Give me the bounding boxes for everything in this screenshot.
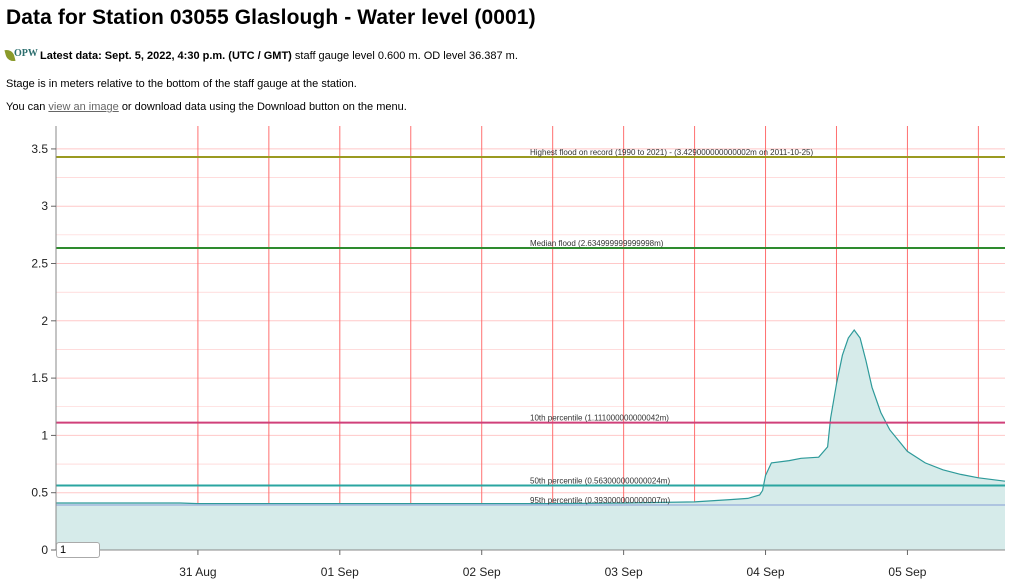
y-tick-label: 0.5 [31, 486, 48, 500]
reference-label-highest: Highest flood on record (1990 to 2021) -… [530, 148, 813, 157]
y-tick-label: 1.5 [31, 371, 48, 385]
latest-data-line: OPW Latest data: Sept. 5, 2022, 4:30 p.m… [4, 48, 518, 64]
image-note-prefix: You can [6, 101, 46, 113]
x-tick-label: 04 Sep [747, 565, 785, 579]
x-tick-label: 31 Aug [179, 565, 216, 579]
latest-data-label: Latest data: Sept. 5, 2022, 4:30 p.m. (U… [40, 50, 292, 62]
reference-label-p95: 95th percentile (0.393000000000007m) [530, 496, 670, 505]
y-tick-label: 2.5 [31, 257, 48, 271]
reference-label-p50: 50th percentile (0.563000000000024m) [530, 476, 670, 485]
water-level-line [56, 328, 1006, 505]
image-note-suffix: or download data using the Download butt… [121, 101, 407, 113]
stage-note: Stage is in meters relative to the botto… [6, 78, 357, 90]
x-tick-label: 01 Sep [321, 565, 359, 579]
reference-label-median: Median flood (2.634999999999998m) [530, 239, 664, 248]
water-level-area [56, 330, 1005, 550]
reference-label-p10: 10th percentile (1.111000000000042m) [530, 414, 669, 423]
opw-logo-text: OPW [14, 48, 38, 59]
y-tick-label: 3 [41, 199, 48, 213]
range-input-wrapper [56, 542, 100, 558]
page-title: Data for Station 03055 Glaslough - Water… [6, 6, 536, 29]
y-tick-label: 3.5 [31, 142, 48, 156]
x-tick-label: 03 Sep [605, 565, 643, 579]
view-image-link[interactable]: view an image [48, 101, 119, 113]
y-tick-label: 1 [41, 428, 48, 442]
y-tick-label: 0 [41, 543, 48, 557]
opw-logo: OPW [4, 48, 38, 64]
range-input[interactable] [56, 542, 100, 558]
x-tick-label: 02 Sep [463, 565, 501, 579]
x-tick-label: 05 Sep [888, 565, 926, 579]
y-tick-label: 2 [41, 314, 48, 328]
latest-data-values: staff gauge level 0.600 m. OD level 36.3… [294, 50, 518, 62]
image-note: You can view an image or download data u… [6, 101, 407, 113]
water-level-chart: Highest flood on record (1990 to 2021) -… [31, 126, 1006, 579]
